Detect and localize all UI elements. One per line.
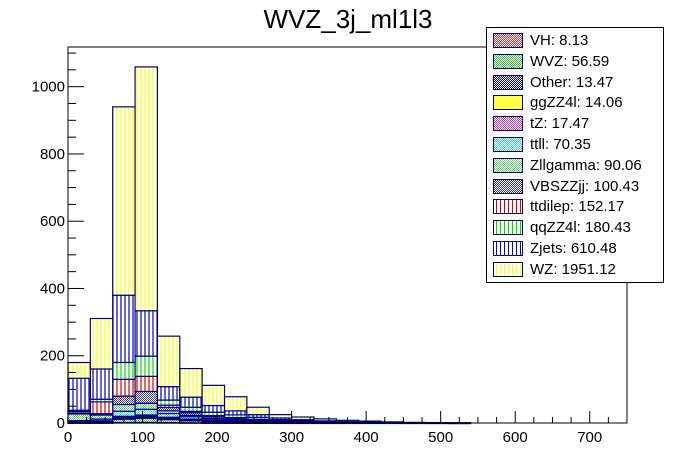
bar-Zjets-bin-3 <box>134 310 159 357</box>
legend-entry-ttll: ttll: 70.35 <box>493 135 591 154</box>
bar-ttll-bin-2 <box>112 410 136 417</box>
y-tick-label: 800 <box>40 146 65 163</box>
legend-label: ggZZ4l: 14.06 <box>530 94 623 112</box>
bar-Zllgamma-bin-3 <box>134 402 159 410</box>
x-tick-label: 700 <box>577 429 602 446</box>
bar-Zllgamma-bin-2 <box>112 403 136 412</box>
y-tick-label: 0 <box>57 415 65 432</box>
bar-Zjets-bin-5 <box>179 396 203 408</box>
legend-swatch <box>493 220 523 236</box>
legend-entry-tZ: tZ: 17.47 <box>493 114 589 133</box>
legend-swatch <box>493 261 523 277</box>
x-tick-label: 400 <box>354 429 379 446</box>
bar-WZ-bin-1 <box>89 317 114 370</box>
bar-WZ-bin-13 <box>358 420 382 423</box>
bar-WZ-bin-3 <box>134 66 159 312</box>
bar-WZ-bin-2 <box>112 106 136 296</box>
legend-swatch <box>493 74 523 90</box>
legend-label: Other: 13.47 <box>530 73 614 91</box>
bar-ttdilep-bin-2 <box>112 378 136 397</box>
bar-VBSZZjj-bin-2 <box>112 395 136 406</box>
bar-Zjets-bin-4 <box>156 386 181 401</box>
legend-entry-WZ: WZ: 1951.12 <box>493 260 616 279</box>
legend-swatch <box>493 33 523 48</box>
y-tick-label: 1000 <box>32 79 65 96</box>
bar-WZ-bin-6 <box>201 384 226 407</box>
legend-label: WZ: 1951.12 <box>530 260 616 278</box>
bar-ttdilep-bin-1 <box>89 401 114 415</box>
legend-entry-ttdilep: ttdilep: 152.17 <box>493 197 624 216</box>
legend-label: ttll: 70.35 <box>530 136 591 153</box>
legend-swatch <box>493 157 523 173</box>
bar-WZ-bin-0 <box>67 361 91 379</box>
legend-swatch <box>493 241 523 256</box>
x-tick-label: 0 <box>64 429 72 446</box>
legend: VH: 8.13 WVZ: 56.59 Other: 13.47 ggZZ4l: 14… <box>486 27 664 283</box>
y-tick-label: 400 <box>40 280 65 297</box>
legend-entry-Zllgamma: Zllgamma: 90.06 <box>493 156 642 175</box>
y-tick-label: 200 <box>40 348 65 365</box>
legend-label: Zllgamma: 90.06 <box>530 156 642 174</box>
bar-Zllgamma-bin-1 <box>89 414 114 420</box>
bar-Zjets-bin-7 <box>223 410 248 416</box>
legend-label: qqZZ4l: 180.43 <box>530 219 631 237</box>
bar-ttll-bin-3 <box>134 408 159 416</box>
bar-qqZZ4l-bin-2 <box>112 361 136 380</box>
bar-Zjets-bin-1 <box>89 368 114 400</box>
x-tick-label: 300 <box>279 429 304 446</box>
x-tick-label: 100 <box>130 429 155 446</box>
legend-swatch <box>493 178 523 194</box>
legend-label: Zjets: 610.48 <box>530 240 617 257</box>
legend-entry-ggZZ4l: ggZZ4l: 14.06 <box>493 93 623 112</box>
legend-swatch <box>493 199 523 215</box>
y-tick-label: 600 <box>40 213 65 230</box>
legend-label: ttdilep: 152.17 <box>530 198 625 216</box>
bar-Zjets-bin-6 <box>201 404 226 413</box>
legend-swatch <box>493 116 523 132</box>
legend-label: VH: 8.13 <box>530 32 589 49</box>
chart-title: WVZ_3j_ml1l3 <box>263 4 433 34</box>
bar-WZ-bin-7 <box>223 396 248 412</box>
legend-entry-VBSZZjj: VBSZZjj: 100.43 <box>493 177 639 196</box>
legend-swatch <box>493 95 523 111</box>
bar-qqZZ4l-bin-5 <box>179 406 203 412</box>
bar-qqZZ4l-bin-3 <box>134 355 159 377</box>
legend-swatch <box>493 53 523 69</box>
bar-WZ-bin-4 <box>156 335 181 388</box>
series-WZ <box>67 66 472 424</box>
x-tick-label: 200 <box>205 429 230 446</box>
bar-ttdilep-bin-3 <box>134 375 159 393</box>
legend-label: VBSZZjj: 100.43 <box>530 177 640 195</box>
bar-VBSZZjj-bin-3 <box>134 390 159 404</box>
legend-entry-WVZ: WVZ: 56.59 <box>493 52 609 71</box>
bar-qqZZ4l-bin-4 <box>156 399 181 406</box>
x-tick-label: 500 <box>428 429 453 446</box>
bar-Zjets-bin-2 <box>112 294 136 364</box>
legend-entry-VH: VH: 8.13 <box>493 31 588 50</box>
bar-WZ-bin-5 <box>179 367 203 398</box>
legend-entry-Other: Other: 13.47 <box>493 73 613 92</box>
bar-WZ-bin-11 <box>313 418 337 422</box>
x-tick-label: 600 <box>503 429 528 446</box>
bar-WVZ-bin-3 <box>134 417 159 423</box>
bar-Zjets-bin-0 <box>67 377 91 411</box>
legend-label: WVZ: 56.59 <box>530 52 610 70</box>
legend-swatch <box>493 137 523 152</box>
legend-label: tZ: 17.47 <box>530 115 590 133</box>
legend-entry-Zjets: Zjets: 610.48 <box>493 239 617 258</box>
legend-entry-qqZZ4l: qqZZ4l: 180.43 <box>493 218 631 237</box>
bar-WZ-bin-8 <box>246 406 270 416</box>
